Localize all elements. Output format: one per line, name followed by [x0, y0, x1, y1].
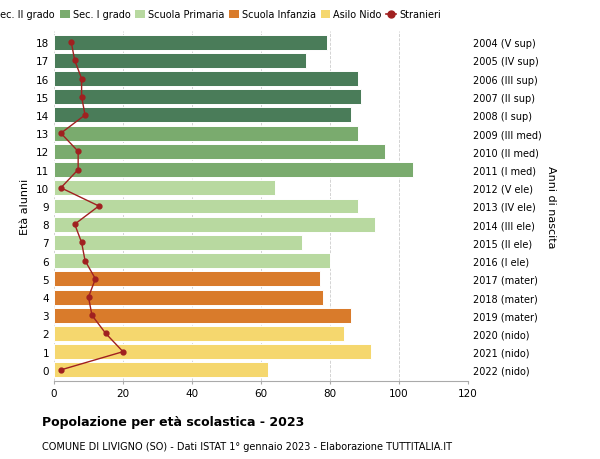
Bar	[54, 235, 302, 250]
Bar	[54, 290, 323, 305]
Bar	[54, 199, 358, 214]
Bar	[54, 254, 330, 269]
Bar	[54, 163, 413, 178]
Y-axis label: Età alunni: Età alunni	[20, 179, 31, 235]
Bar	[54, 217, 375, 232]
Bar	[54, 108, 350, 123]
Bar	[54, 363, 268, 377]
Bar	[54, 90, 361, 105]
Bar	[54, 72, 358, 87]
Y-axis label: Anni di nascita: Anni di nascita	[545, 165, 556, 248]
Bar	[54, 36, 326, 50]
Bar	[54, 344, 371, 359]
Bar	[54, 145, 385, 159]
Bar	[54, 54, 306, 69]
Bar	[54, 308, 350, 323]
Bar	[54, 326, 344, 341]
Bar	[54, 181, 275, 196]
Legend: Sec. II grado, Sec. I grado, Scuola Primaria, Scuola Infanzia, Asilo Nido, Stran: Sec. II grado, Sec. I grado, Scuola Prim…	[0, 10, 441, 20]
Text: COMUNE DI LIVIGNO (SO) - Dati ISTAT 1° gennaio 2023 - Elaborazione TUTTITALIA.IT: COMUNE DI LIVIGNO (SO) - Dati ISTAT 1° g…	[42, 441, 452, 451]
Text: Popolazione per età scolastica - 2023: Popolazione per età scolastica - 2023	[42, 415, 304, 428]
Bar	[54, 126, 358, 141]
Bar	[54, 272, 320, 287]
